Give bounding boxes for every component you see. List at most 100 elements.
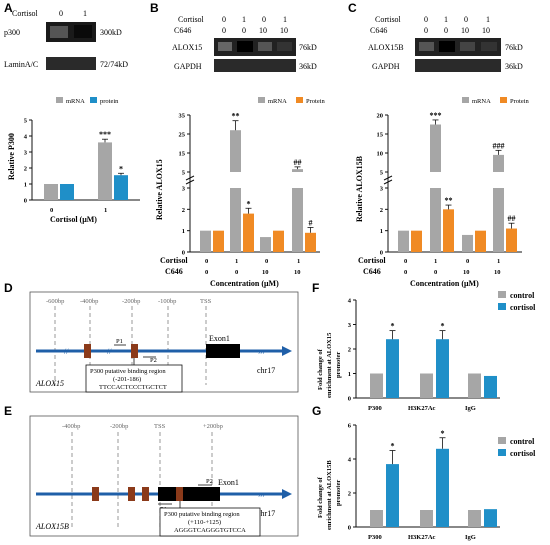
- d-site-2: [131, 344, 138, 358]
- c-ytick-high-3: 20: [377, 113, 384, 120]
- a-ylabel: Relative P300: [7, 133, 16, 180]
- f-bar-1-1: [436, 339, 449, 398]
- panel-label-e: E: [4, 404, 12, 418]
- d-p2-label: P2: [150, 357, 157, 364]
- c-bar-1-0: [411, 230, 422, 252]
- e-site-1: [92, 487, 99, 501]
- c-legend-swatch-protein: [500, 97, 507, 103]
- b-r2-0: 0: [205, 269, 208, 276]
- panel-label-f: F: [312, 281, 319, 295]
- g-bar-1-2: [484, 509, 497, 527]
- a-legend-protein: protein: [100, 98, 119, 105]
- b-ytick-low-3: 3: [182, 186, 186, 193]
- e-gene-label: ALOX15B: [35, 522, 69, 531]
- panel-label-a: A: [4, 1, 13, 15]
- blot-a-label-lamin: LaminA/C: [4, 60, 38, 69]
- f-bar-0-0: [370, 373, 383, 398]
- c-r2-0: 0: [404, 269, 407, 276]
- f-xtick-igg: IgG: [465, 405, 476, 412]
- blot-c-band-alox15b-l2: [460, 42, 475, 51]
- d-pos-100: -100bp: [158, 298, 176, 305]
- c-r2-2: 10: [463, 269, 470, 276]
- a-bar-0-0: [44, 184, 58, 200]
- f-ytick-2: 2: [348, 347, 351, 354]
- blot-c-r1-0: 0: [424, 15, 428, 24]
- blot-c-label-alox15b: ALOX15B: [368, 43, 404, 52]
- blot-b-label-gapdh: GAPDH: [174, 62, 202, 71]
- b-bar-0-3-low: [292, 188, 303, 252]
- c-r1-0: 0: [404, 258, 407, 265]
- c-ytick-low-3: 3: [380, 186, 384, 193]
- b-annot-2: ##: [294, 158, 302, 167]
- panel-f-chart: Fold change of enrichment at ALOX15 prom…: [317, 291, 536, 412]
- b-axis-break-2: [185, 179, 195, 185]
- blot-c-r2-0: 0: [424, 26, 428, 35]
- a-ytick-0: 0: [24, 198, 27, 205]
- c-legend-mrna: mRNA: [472, 98, 491, 105]
- d-exon-label: Exon1: [209, 334, 230, 343]
- blot-c-r1-3: 1: [486, 15, 490, 24]
- f-bar-0-2: [468, 373, 481, 398]
- c-xlabel: Concentration (μM): [410, 279, 479, 288]
- b-legend-swatch-mrna: [258, 97, 265, 103]
- d-exon-box: [206, 344, 240, 358]
- c-bar-0-1-high: [430, 124, 441, 172]
- e-binding-box: [159, 507, 261, 537]
- panel-g-chart: Fold change of enrichment at ALOX15B pro…: [317, 423, 536, 542]
- b-axis-break-1: [185, 175, 195, 181]
- e-chevrons: ›››: [258, 492, 265, 499]
- c-bar-0-3-high: [493, 154, 504, 172]
- b-bar-0-0: [200, 230, 211, 252]
- panel-c-chart: Relative ALOX15B Cortisol C646 0 1 0 1 0…: [355, 97, 530, 288]
- d-site-1: [84, 344, 91, 358]
- b-annot-1: *: [247, 199, 251, 208]
- d-break-2: //: [107, 347, 112, 356]
- blot-c-band-alox15b-l1: [439, 41, 455, 52]
- c-row-c646: C646: [363, 267, 381, 276]
- b-ytick-high-0: 5: [182, 170, 186, 177]
- blot-b-r1-2: 0: [262, 15, 266, 24]
- f-legend-swatch-cortisol: [498, 303, 506, 310]
- blot-a-band-p300-lane0: [50, 26, 68, 38]
- c-ytick-high-0: 5: [380, 170, 384, 177]
- a-xtick-0: 0: [50, 207, 53, 214]
- blot-b-r2-1: 0: [242, 26, 246, 35]
- blot-a-band-p300-lane1: [74, 25, 92, 38]
- g-xtick-igg: IgG: [465, 534, 476, 541]
- blot-c-band-alox15b-l0: [419, 42, 434, 51]
- g-legend-control: control: [510, 437, 535, 446]
- e-box-line-3: AGGGTCAGGGTGTCCA: [174, 527, 246, 534]
- panel-a-chart: Relative P300 Cortisol (μM) 0 1 mRNA pro…: [7, 97, 140, 224]
- c-axis-break-1: [383, 175, 393, 181]
- b-legend-protein: Protein: [306, 98, 326, 105]
- c-annot-2: ###: [493, 141, 505, 150]
- panel-b-blot: Cortisol C646 0 1 0 1 0 0 10 10 ALOX15 7…: [172, 15, 317, 72]
- panel-a-blot: Cortisol 0 1 p300 300kD LaminA/C 72/74kD: [4, 9, 128, 70]
- blot-b-r1-0: 0: [222, 15, 226, 24]
- e-chrom-label: chr17: [257, 509, 275, 518]
- c-ytick-high-2: 15: [377, 132, 384, 139]
- b-bar-0-3-high: [292, 169, 303, 172]
- blot-c-label-gapdh: GAPDH: [372, 62, 400, 71]
- blot-b-band-alox15-l3: [277, 42, 292, 51]
- c-r1-2: 0: [466, 258, 469, 265]
- g-ylabel-3: promoter: [335, 480, 342, 506]
- e-box-line-2: (+110-+125): [188, 519, 221, 526]
- blot-a-lane-1: 1: [83, 9, 87, 18]
- g-bar-1-0: [386, 464, 399, 527]
- f-bar-1-0: [386, 339, 399, 398]
- d-chrom-label: chr17: [257, 366, 275, 375]
- a-bar-1-1: [114, 175, 128, 200]
- g-xtick-h3k27ac: H3K27Ac: [408, 534, 436, 541]
- blot-c-band-alox15b: [415, 38, 501, 56]
- panel-label-g: G: [312, 404, 321, 418]
- panel-d-schematic: -600bp -400bp -200bp -100bp TSS // // ››…: [29, 291, 299, 393]
- b-bar-1-3: [305, 232, 316, 252]
- g-ytick-0: 0: [348, 525, 351, 532]
- b-annot-0: **: [232, 112, 240, 121]
- g-bar-0-1: [420, 510, 433, 527]
- e-exon-box: [158, 487, 220, 501]
- panel-label-d: D: [4, 281, 13, 295]
- c-bar-1-1: [443, 209, 454, 252]
